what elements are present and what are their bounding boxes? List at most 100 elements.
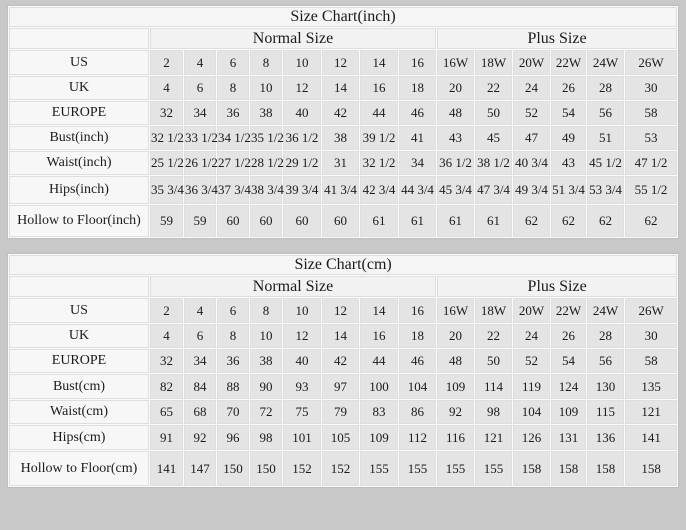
size-value-cell: 158	[551, 451, 586, 486]
size-value-cell: 8	[250, 298, 282, 323]
size-value-cell: 51	[587, 126, 624, 150]
size-value-cell: 8	[250, 50, 282, 75]
size-value-cell: 155	[360, 451, 398, 486]
table-row: Hips(cm) 91 92 96 98 101 105 109 112 116 121 126 131…	[9, 425, 678, 450]
size-value-cell: 98	[475, 400, 512, 424]
size-value-cell: 25 1/2	[150, 151, 184, 175]
size-value-cell: 10	[283, 50, 321, 75]
corner-cell	[9, 276, 149, 297]
size-value-cell: 52	[513, 349, 550, 373]
size-value-cell: 104	[399, 374, 436, 399]
size-value-cell: 126	[513, 425, 550, 450]
size-value-cell: 112	[399, 425, 436, 450]
size-value-cell: 40	[283, 349, 321, 373]
size-value-cell: 121	[625, 400, 678, 424]
table-row: Waist(cm) 65 68 70 72 75 79 83 86 92 98 104 109 115 12…	[9, 400, 678, 424]
size-value-cell: 88	[217, 374, 249, 399]
size-value-cell: 150	[250, 451, 282, 486]
group-header-plus-size: Plus Size	[437, 276, 678, 297]
row-label: Hips(inch)	[9, 176, 149, 204]
size-value-cell: 52	[513, 101, 550, 125]
size-value-cell: 42	[322, 349, 359, 373]
size-value-cell: 42 3/4	[360, 176, 398, 204]
size-value-cell: 49	[551, 126, 586, 150]
size-value-cell: 22	[475, 76, 512, 100]
row-label: Waist(cm)	[9, 400, 149, 424]
size-value-cell: 6	[217, 298, 249, 323]
size-value-cell: 12	[322, 298, 359, 323]
table-row: Waist(inch) 25 1/2 26 1/2 27 1/2 28 1/2 29 1/…	[9, 151, 678, 175]
size-value-cell: 10	[283, 298, 321, 323]
size-value-cell: 16W	[437, 50, 474, 75]
size-value-cell: 44	[360, 349, 398, 373]
size-value-cell: 147	[184, 451, 216, 486]
size-value-cell: 79	[322, 400, 359, 424]
size-value-cell: 105	[322, 425, 359, 450]
row-label: EUROPE	[9, 101, 149, 125]
size-value-cell: 32	[150, 349, 183, 373]
size-value-cell: 155	[437, 451, 474, 486]
size-value-cell: 75	[283, 400, 321, 424]
size-value-cell: 104	[513, 400, 550, 424]
size-value-cell: 35 3/4	[150, 176, 184, 204]
size-value-cell: 46	[399, 101, 436, 125]
size-value-cell: 45	[475, 126, 512, 150]
size-value-cell: 45 1/2	[587, 151, 624, 175]
size-value-cell: 152	[283, 451, 321, 486]
size-value-cell: 38 3/4	[250, 176, 284, 204]
size-value-cell: 26	[551, 324, 586, 348]
size-value-cell: 115	[587, 400, 624, 424]
table-row: EUROPE 32 34 36 38 40 42 44 46 48 50 52 54 56 58	[9, 101, 678, 125]
row-label: US	[9, 50, 149, 75]
size-value-cell: 55 1/2	[625, 176, 678, 204]
size-value-cell: 59	[150, 205, 183, 237]
size-value-cell: 121	[475, 425, 512, 450]
size-value-cell: 47 1/2	[625, 151, 678, 175]
table-row: Hollow to Floor(inch) 59 59 60 60 60 60 61 61 61 6…	[9, 205, 678, 237]
size-value-cell: 18	[399, 76, 436, 100]
size-grid: Size Chart(inch) Normal Size Plus Size US 2 4…	[7, 5, 680, 239]
size-value-cell: 50	[475, 349, 512, 373]
size-value-cell: 56	[587, 349, 624, 373]
size-value-cell: 18W	[475, 50, 512, 75]
size-value-cell: 82	[150, 374, 183, 399]
group-header-normal-size: Normal Size	[150, 28, 436, 49]
size-value-cell: 58	[625, 349, 678, 373]
size-value-cell: 36 1/2	[437, 151, 474, 175]
size-value-cell: 38	[322, 126, 359, 150]
size-value-cell: 47 3/4	[475, 176, 512, 204]
size-value-cell: 54	[551, 101, 586, 125]
size-value-cell: 100	[360, 374, 398, 399]
table-title: Size Chart(inch)	[9, 7, 678, 27]
row-label: UK	[9, 324, 149, 348]
size-value-cell: 34 1/2	[217, 126, 251, 150]
size-value-cell: 32	[150, 101, 183, 125]
size-value-cell: 61	[399, 205, 436, 237]
size-value-cell: 91	[150, 425, 183, 450]
size-value-cell: 29 1/2	[283, 151, 321, 175]
size-value-cell: 40	[283, 101, 321, 125]
table-title: Size Chart(cm)	[9, 255, 678, 275]
size-value-cell: 38	[250, 101, 282, 125]
size-value-cell: 48	[437, 101, 474, 125]
size-value-cell: 136	[587, 425, 624, 450]
size-value-cell: 47	[513, 126, 550, 150]
size-value-cell: 84	[184, 374, 216, 399]
size-value-cell: 32 1/2	[360, 151, 398, 175]
size-value-cell: 12	[283, 76, 321, 100]
size-value-cell: 109	[360, 425, 398, 450]
row-label: US	[9, 298, 149, 323]
size-value-cell: 124	[551, 374, 586, 399]
size-value-cell: 37 3/4	[217, 176, 251, 204]
size-value-cell: 20	[437, 324, 474, 348]
size-value-cell: 16	[399, 50, 436, 75]
size-value-cell: 14	[360, 50, 398, 75]
size-value-cell: 60	[283, 205, 321, 237]
size-value-cell: 36 1/2	[283, 126, 321, 150]
size-value-cell: 42	[322, 101, 359, 125]
size-value-cell: 70	[217, 400, 249, 424]
size-value-cell: 61	[437, 205, 474, 237]
size-value-cell: 24W	[587, 298, 624, 323]
size-value-cell: 98	[250, 425, 282, 450]
size-value-cell: 14	[322, 76, 359, 100]
